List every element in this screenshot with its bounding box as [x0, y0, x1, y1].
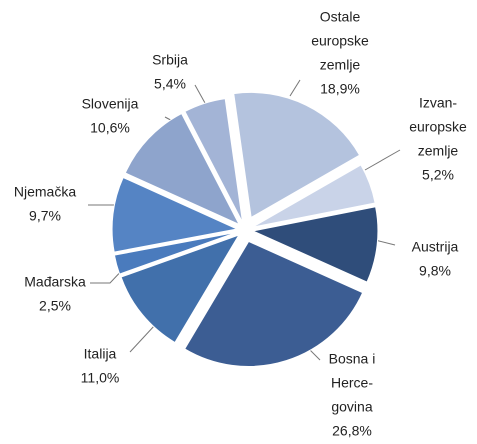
slice-label: Italija	[84, 346, 117, 362]
pie-slice	[252, 164, 376, 228]
slice-label: Bosna i	[329, 351, 376, 367]
leader-line	[364, 149, 401, 171]
slice-label: Njemačka	[14, 184, 76, 200]
leader-line	[194, 84, 206, 104]
value-label: 10,6%	[90, 120, 130, 136]
pie-slice	[251, 206, 379, 283]
value-label: 2,5%	[39, 298, 71, 314]
value-label: 18,9%	[320, 81, 360, 97]
slice-label: zemlje	[320, 57, 361, 73]
slice-label: Srbija	[152, 52, 188, 68]
pie-slice	[113, 231, 238, 275]
slice-label: govina	[331, 399, 372, 415]
slice-label: Austrija	[412, 239, 459, 255]
slice-label: europske	[409, 119, 467, 135]
pie-slice	[111, 176, 239, 253]
value-label: 5,4%	[154, 76, 186, 92]
slice-label: Ostale	[320, 9, 361, 25]
slice-label: Slovenija	[82, 96, 139, 112]
slice-label: Herce-	[331, 375, 373, 391]
value-label: 9,7%	[29, 208, 61, 224]
slice-label: europske	[311, 33, 369, 49]
pie-slice	[120, 234, 240, 344]
slice-label: zemlje	[418, 143, 459, 159]
value-label: 11,0%	[81, 370, 120, 386]
slice-label: Izvan-	[419, 95, 457, 111]
pie-slice	[184, 98, 244, 223]
pie-slice	[233, 91, 361, 219]
pie-slice	[184, 240, 364, 367]
value-label: 26,8%	[332, 423, 372, 439]
leader-lines	[88, 79, 401, 361]
pie-slice	[124, 112, 241, 226]
leader-line	[289, 79, 301, 97]
value-label: 5,2%	[422, 167, 454, 183]
leader-line	[129, 324, 156, 353]
slice-label: Mađarska	[24, 274, 86, 290]
leader-line	[374, 239, 396, 246]
value-label: 9,8%	[419, 263, 451, 279]
